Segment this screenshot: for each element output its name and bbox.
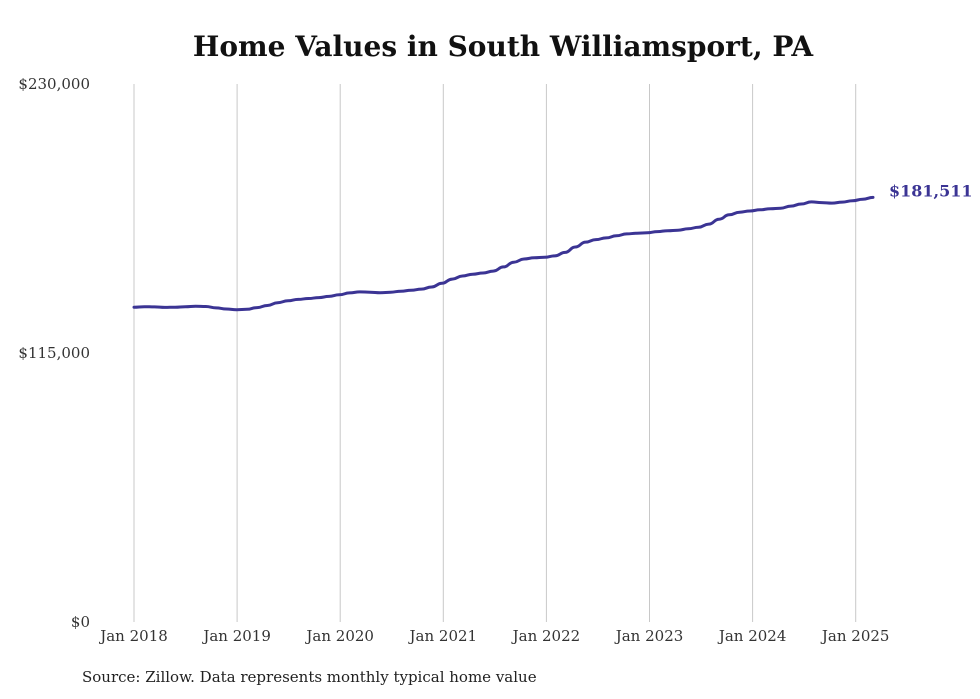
x-tick-label: Jan 2024	[717, 627, 787, 645]
y-tick-label: $0	[71, 613, 90, 631]
x-tick-label: Jan 2022	[511, 627, 581, 645]
x-axis-ticks: Jan 2018 Jan 2019 Jan 2020 Jan 2021 Jan 2022…	[98, 627, 889, 645]
x-tick-label: Jan 2025	[820, 627, 890, 645]
series-line	[132, 195, 875, 312]
chart-title: Home Values in South Williamsport, PA	[192, 30, 814, 63]
x-tick-label: Jan 2023	[614, 627, 684, 645]
x-tick-label: Jan 2020	[304, 627, 374, 645]
y-axis-ticks: $0 $115,000 $230,000	[18, 75, 90, 631]
y-tick-label: $230,000	[18, 75, 90, 93]
series-layer: $181,511	[132, 181, 973, 312]
series-end-label: $181,511	[889, 181, 973, 200]
grid-lines	[133, 84, 857, 622]
x-tick-label: Jan 2021	[408, 627, 478, 645]
source-note: Source: Zillow. Data represents monthly …	[82, 668, 537, 686]
y-tick-label: $115,000	[18, 344, 90, 362]
x-tick-label: Jan 2018	[98, 627, 168, 645]
x-tick-label: Jan 2019	[201, 627, 271, 645]
